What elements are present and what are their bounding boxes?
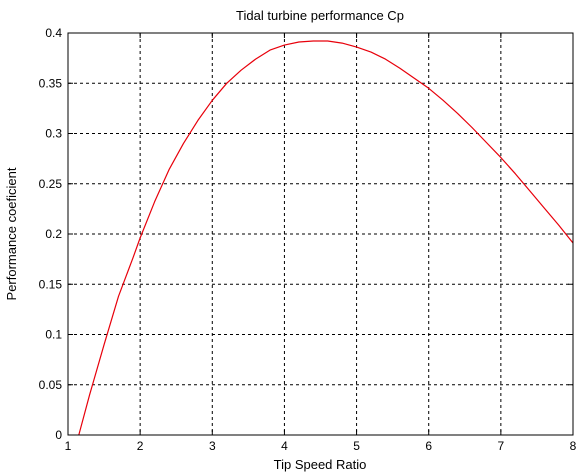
axis-ticks	[67, 32, 574, 436]
y-tick-label: 0.1	[45, 328, 62, 342]
x-tick-labels: 1 2 3 4 5 6 7 8	[65, 439, 577, 453]
series-group	[78, 40, 574, 436]
x-tick-label: 6	[425, 439, 432, 453]
x-axis-label: Tip Speed Ratio	[274, 457, 367, 472]
y-tick-label: 0.05	[39, 378, 63, 392]
y-tick-label: 0.2	[45, 227, 62, 241]
y-tick-labels: 0 0.05 0.1 0.15 0.2 0.25 0.3 0.35 0.4	[39, 26, 63, 442]
series-line	[78, 40, 574, 436]
x-tick-label: 5	[353, 439, 360, 453]
x-tick-label: 4	[281, 439, 288, 453]
x-tick-label: 8	[570, 439, 577, 453]
y-tick-label: 0	[55, 428, 62, 442]
y-tick-label: 0.4	[45, 26, 62, 40]
y-tick-label: 0.35	[39, 76, 63, 90]
x-tick-label: 2	[137, 439, 144, 453]
x-tick-label: 3	[209, 439, 216, 453]
x-tick-label: 1	[65, 439, 72, 453]
chart-title: Tidal turbine performance Cp	[236, 8, 404, 23]
x-tick-label: 7	[498, 439, 505, 453]
y-tick-label: 0.15	[39, 277, 63, 291]
y-axis-label: Performance coeficient	[4, 167, 19, 300]
grid-lines	[68, 33, 573, 435]
y-tick-label: 0.25	[39, 177, 63, 191]
y-tick-label: 0.3	[45, 127, 62, 141]
